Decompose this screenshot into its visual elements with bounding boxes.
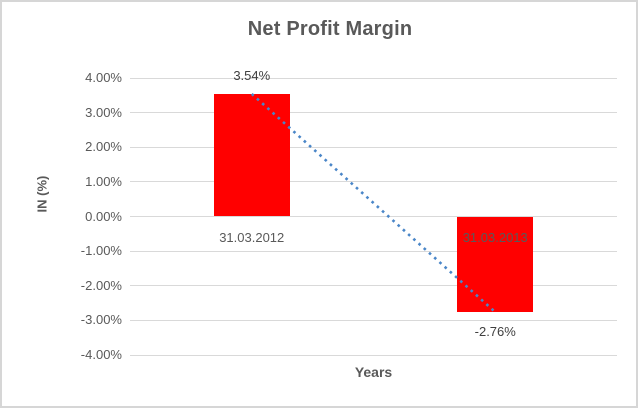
category-label: 31.03.2012 xyxy=(219,229,285,245)
gridline xyxy=(130,354,617,356)
y-tick-label: -2.00% xyxy=(80,277,122,293)
y-tick-label: -4.00% xyxy=(80,347,122,362)
y-tick-label: -3.00% xyxy=(80,312,122,328)
gridline xyxy=(130,250,617,252)
plot-area: 4.00% 3.00% 2.00% 1.00% 0.00% -1.00% -2.00% -3.… xyxy=(81,68,617,362)
gridline xyxy=(130,112,617,114)
y-tick-label: 4.00% xyxy=(85,70,122,85)
data-label: 3.54% xyxy=(233,67,271,83)
y-tick-label: -1.00% xyxy=(80,243,122,259)
y-axis-title: IN (%) xyxy=(34,175,50,213)
data-label: -2.76% xyxy=(474,324,516,340)
gridline xyxy=(130,216,617,217)
gridline xyxy=(130,319,617,321)
chart-title: Net Profit Margin xyxy=(247,18,413,40)
bar-31.03.2013 xyxy=(457,216,534,313)
y-tick-label: 3.00% xyxy=(85,104,122,120)
bar-31.03.2012 xyxy=(213,93,290,217)
gridline xyxy=(130,77,617,79)
gridline xyxy=(130,285,617,287)
x-axis-title: Years xyxy=(354,364,393,380)
y-tick-label: 1.00% xyxy=(85,173,122,189)
y-tick-label: 2.00% xyxy=(85,139,122,155)
y-tick-label: 0.00% xyxy=(85,208,122,224)
gridline xyxy=(130,181,617,183)
trendline xyxy=(250,92,497,314)
gridline xyxy=(130,146,617,148)
category-label: 31.03.2013 xyxy=(462,229,528,245)
